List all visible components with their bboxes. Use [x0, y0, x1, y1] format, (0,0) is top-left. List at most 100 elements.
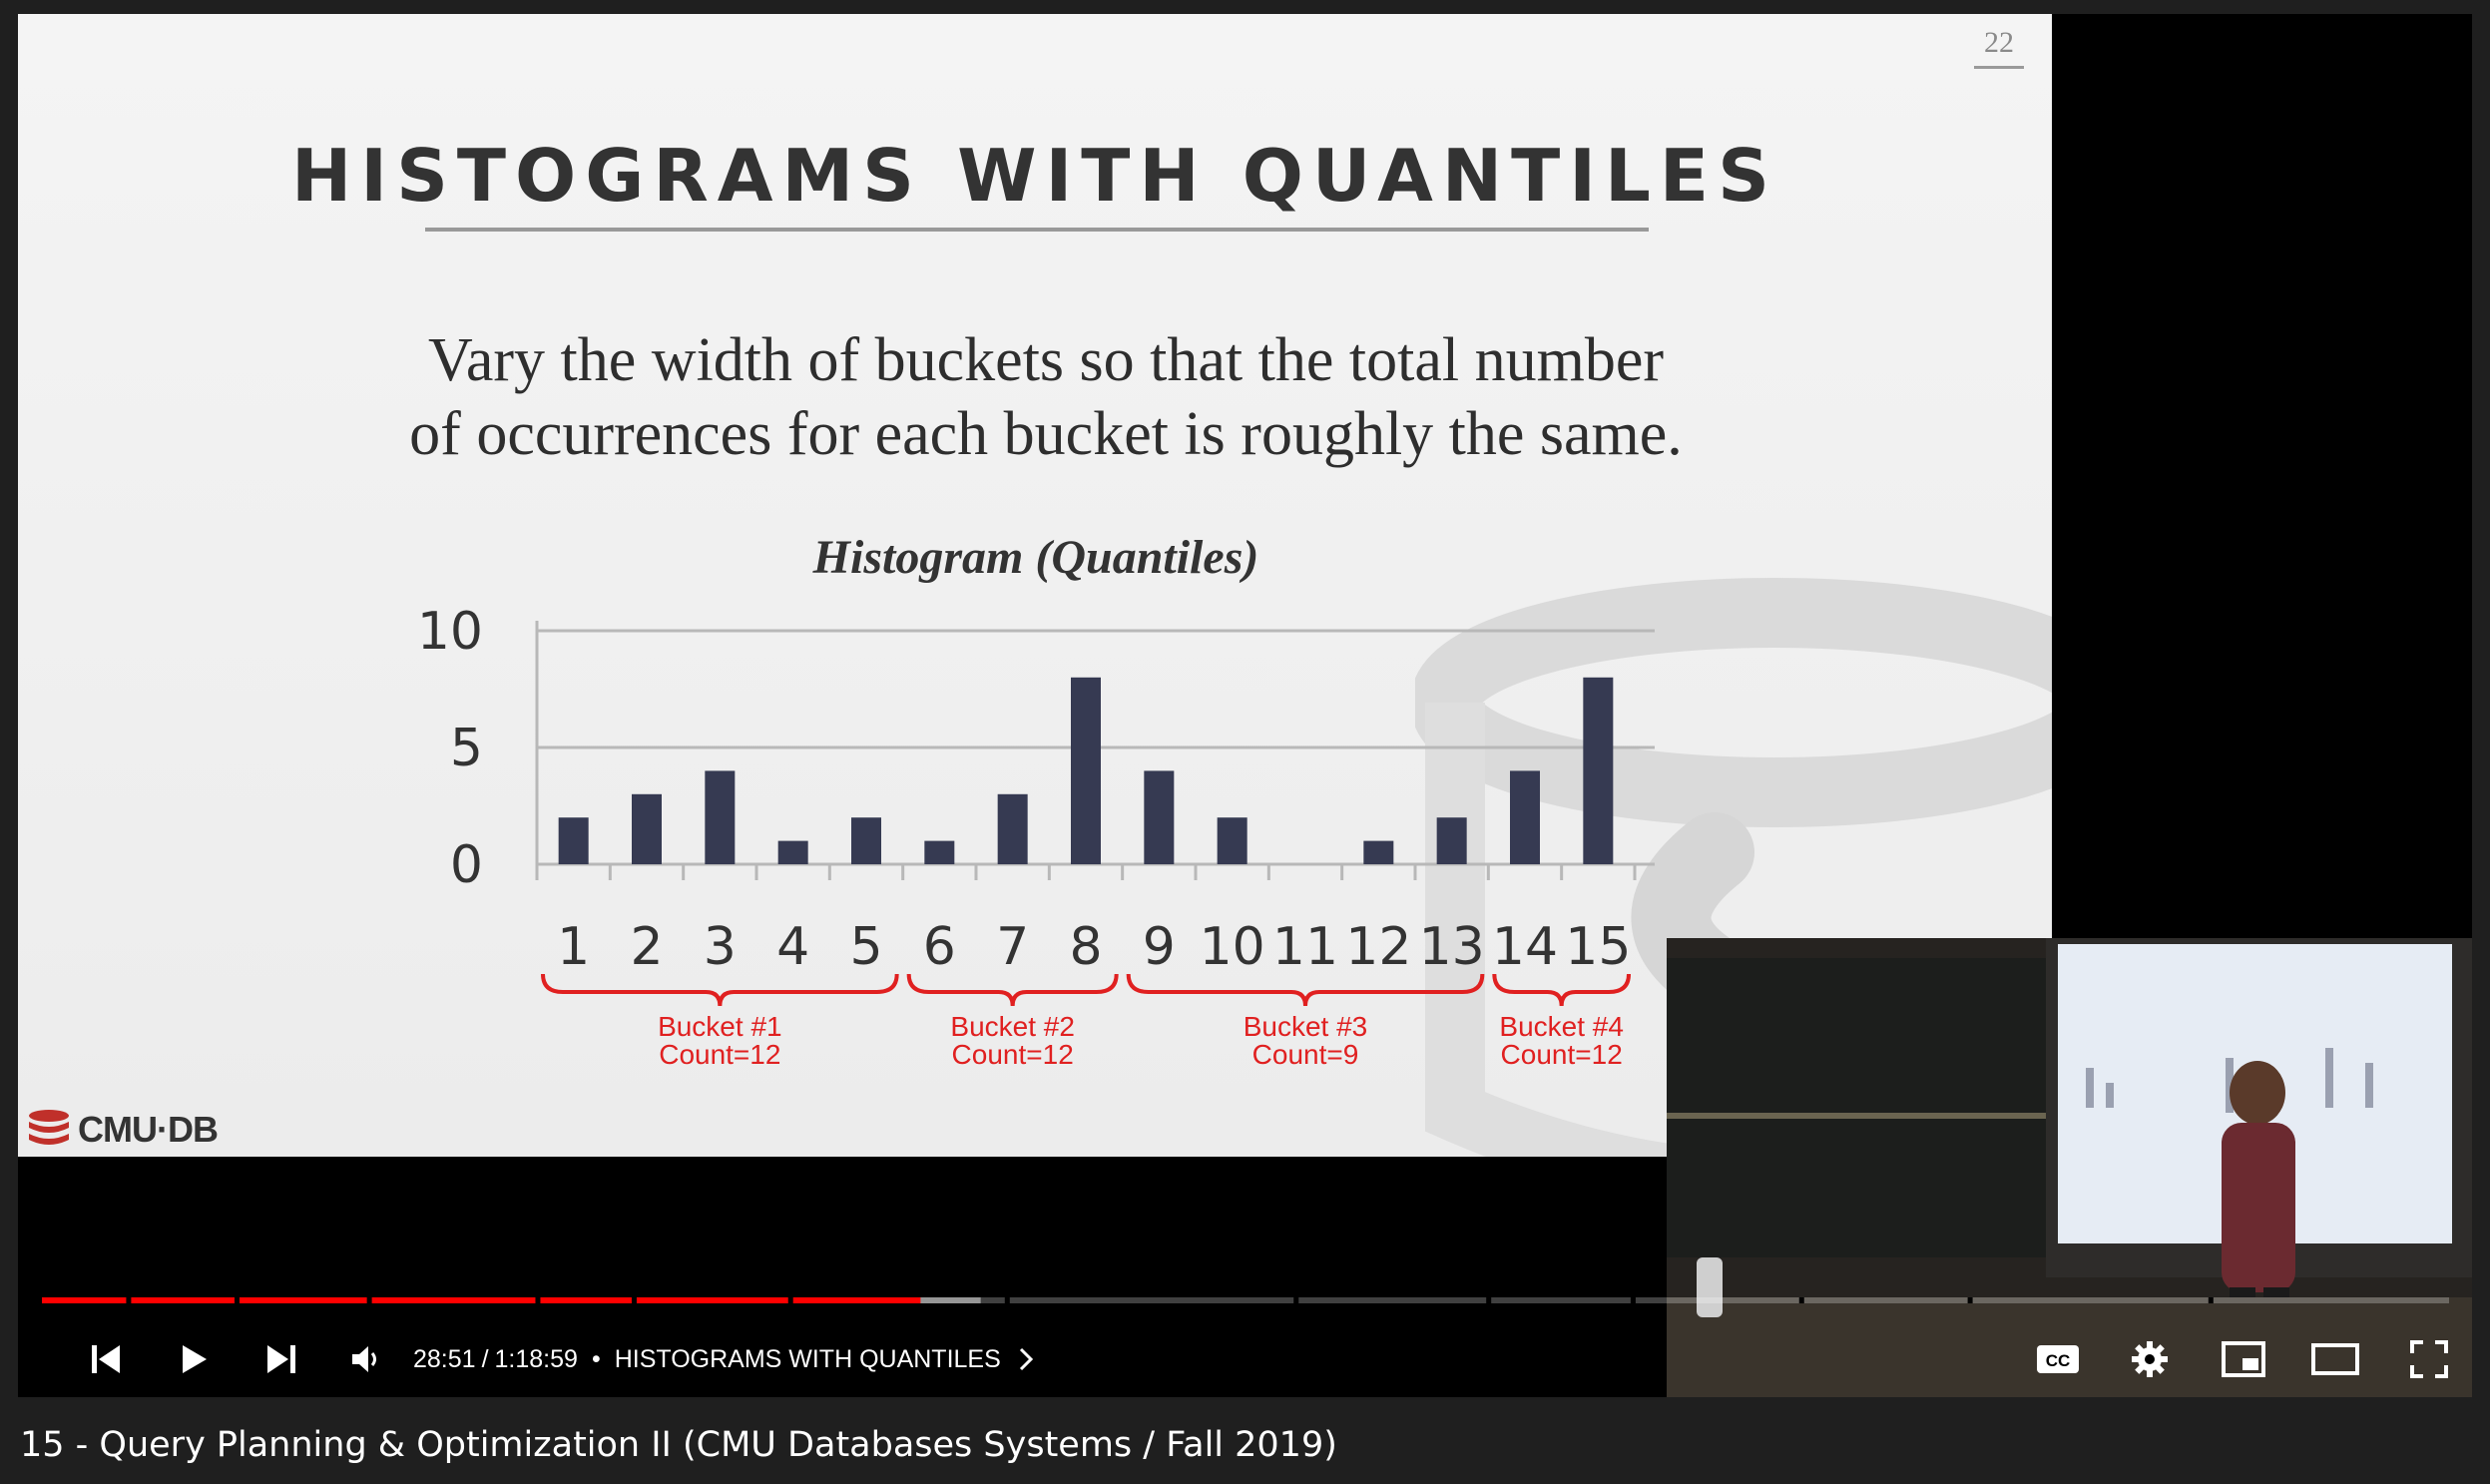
x-tick-label: 8	[1069, 917, 1102, 977]
chapter-marker	[787, 1297, 793, 1303]
previous-button[interactable]	[74, 1321, 138, 1397]
y-tick-label: 0	[450, 835, 483, 895]
x-tick-label: 4	[776, 917, 809, 977]
settings-icon	[2132, 1341, 2168, 1377]
title-divider	[425, 228, 1649, 232]
player-controls: 28:51 / 1:18:59 • HISTOGRAMS WITH QUANTI…	[18, 1321, 2472, 1397]
progress-bar[interactable]	[42, 1297, 2449, 1303]
bucket-brace-3	[1126, 973, 1485, 1007]
bucket-brace-2	[906, 973, 1119, 1007]
cmu-db-logo-text: CMU·DB	[78, 1109, 219, 1150]
captions-button[interactable]: CC	[2022, 1321, 2094, 1397]
progress-played	[42, 1297, 921, 1303]
lecturer-camera-inset	[1667, 938, 2472, 1397]
theater-mode-button[interactable]	[2299, 1321, 2371, 1397]
captions-icon: CC	[2037, 1345, 2079, 1373]
database-icon	[29, 1110, 69, 1145]
bucket-brace-1	[541, 973, 899, 1007]
x-tick-label: 7	[996, 917, 1029, 977]
miniplayer-icon	[2222, 1341, 2265, 1377]
chapter-marker	[1293, 1297, 1299, 1303]
chapter-marker	[631, 1297, 637, 1303]
bar-14	[1510, 770, 1540, 864]
bucket-name-4: Bucket #4	[1499, 1011, 1624, 1042]
previous-icon	[92, 1345, 120, 1373]
bar-13	[1436, 817, 1467, 864]
bar-8	[1071, 677, 1101, 864]
bucket-count-2: Count=12	[952, 1039, 1074, 1070]
bar-5	[851, 817, 881, 864]
chapter-marker	[1798, 1297, 1804, 1303]
bucket-name-2: Bucket #2	[950, 1011, 1075, 1042]
bucket-count-4: Count=12	[1501, 1039, 1623, 1070]
chapter-separator: •	[591, 1344, 601, 1373]
x-tick-label: 10	[1200, 917, 1265, 977]
bar-10	[1217, 817, 1247, 864]
x-tick-label: 1	[557, 917, 590, 977]
x-tick-label: 14	[1492, 917, 1558, 977]
slide-number: 22	[1974, 26, 2024, 69]
y-tick-label: 10	[417, 602, 483, 662]
chapter-marker	[1486, 1297, 1492, 1303]
x-tick-label: 6	[923, 917, 956, 977]
next-button[interactable]	[249, 1321, 313, 1397]
bucket-count-3: Count=9	[1252, 1039, 1359, 1070]
x-tick-label: 13	[1419, 917, 1485, 977]
chart-title: Histogram (Quantiles)	[812, 531, 1259, 584]
bar-9	[1144, 770, 1175, 864]
chapter-marker	[1630, 1297, 1636, 1303]
settings-button[interactable]	[2114, 1321, 2186, 1397]
x-tick-label: 12	[1345, 917, 1411, 977]
chapter-marker	[2208, 1297, 2214, 1303]
next-icon	[267, 1345, 295, 1373]
bucket-name-3: Bucket #3	[1244, 1011, 1368, 1042]
x-tick-label: 9	[1143, 917, 1176, 977]
play-icon	[183, 1345, 207, 1373]
slide-body-text: Vary the width of buckets so that the to…	[317, 323, 1774, 471]
chapter-marker	[1004, 1297, 1010, 1303]
bucket-name-1: Bucket #1	[658, 1011, 782, 1042]
play-button[interactable]	[162, 1321, 226, 1397]
miniplayer-button[interactable]	[2208, 1321, 2279, 1397]
bar-7	[997, 793, 1028, 864]
chevron-right-icon[interactable]	[1015, 1345, 1037, 1373]
slide: 22 HISTOGRAMS WITH QUANTILES Vary the wi…	[18, 14, 2052, 1157]
x-tick-label: 11	[1272, 917, 1338, 977]
bucket-brace-4	[1492, 973, 1631, 1007]
bar-4	[777, 840, 808, 864]
bar-6	[924, 840, 955, 864]
bucket-count-1: Count=12	[659, 1039, 780, 1070]
bar-12	[1363, 840, 1394, 864]
chapter-marker	[366, 1297, 372, 1303]
x-tick-label: 5	[849, 917, 882, 977]
video-player[interactable]: 22 HISTOGRAMS WITH QUANTILES Vary the wi…	[18, 14, 2472, 1397]
x-tick-label: 2	[630, 917, 663, 977]
fullscreen-button[interactable]	[2393, 1321, 2465, 1397]
cmu-db-logo: CMU·DB	[26, 1108, 219, 1152]
chapter-marker	[535, 1297, 541, 1303]
chapter-marker	[1967, 1297, 1973, 1303]
body-line-2: of occurrences for each bucket is roughl…	[409, 400, 1683, 468]
volume-icon	[352, 1346, 376, 1372]
chapter-marker	[234, 1297, 240, 1303]
slide-title: HISTOGRAMS WITH QUANTILES	[291, 134, 1778, 218]
time-separator: /	[481, 1344, 489, 1373]
theater-icon	[2311, 1343, 2359, 1375]
body-line-1: Vary the width of buckets so that the to…	[427, 326, 1664, 394]
y-tick-label: 5	[450, 719, 483, 778]
current-time: 28:51	[413, 1344, 476, 1373]
x-tick-label: 3	[704, 917, 737, 977]
chapter-title-button[interactable]: HISTOGRAMS WITH QUANTILES	[614, 1344, 1001, 1373]
bar-15	[1583, 677, 1614, 864]
fullscreen-icon	[2410, 1340, 2448, 1378]
x-tick-label: 15	[1565, 917, 1631, 977]
bar-3	[705, 770, 736, 864]
duration: 1:18:59	[494, 1344, 578, 1373]
video-title: 15 - Query Planning & Optimization II (C…	[20, 1425, 1337, 1465]
bar-1	[558, 817, 589, 864]
mute-button[interactable]	[333, 1321, 397, 1397]
cc-label: CC	[2046, 1351, 2071, 1370]
progress-track	[42, 1297, 2449, 1303]
bar-2	[632, 793, 662, 864]
